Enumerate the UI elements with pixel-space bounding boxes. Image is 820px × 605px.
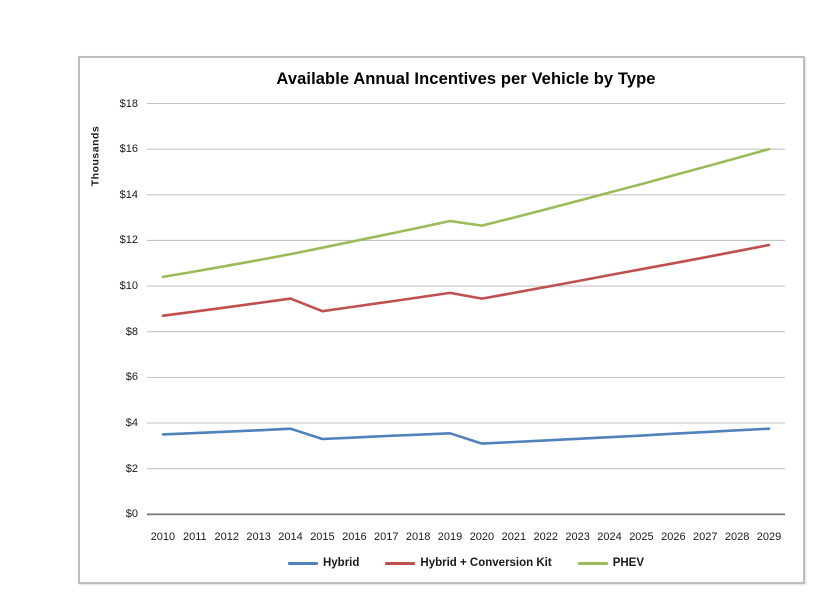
y-tick-label: $18 — [119, 97, 138, 110]
x-tick-label: 2028 — [724, 531, 750, 543]
x-tick-label: 2024 — [597, 531, 622, 543]
x-tick-label: 2012 — [214, 531, 239, 543]
x-tick-label: 2022 — [533, 531, 558, 543]
x-tick-label: 2023 — [565, 531, 590, 543]
y-tick-label: $14 — [119, 188, 138, 201]
x-tick-label: 2025 — [629, 531, 654, 543]
series-line-hybrid — [161, 427, 771, 445]
x-tick-label: 2010 — [150, 531, 176, 543]
legend-item-hybrid: Hybrid — [287, 557, 360, 569]
x-tick-label: 2021 — [501, 531, 527, 543]
legend: Hybrid Hybrid + Conversion Kit PHEV — [147, 557, 785, 569]
legend-swatch-hybrid — [287, 561, 318, 565]
chart-title: Available Annual Incentives per Vehicle … — [276, 70, 656, 88]
x-tick-label: 2018 — [405, 531, 431, 543]
y-tick-label: $4 — [125, 417, 138, 429]
chart-frame: Available Annual Incentives per Vehicle … — [78, 56, 805, 584]
series-line-phev — [161, 147, 771, 279]
legend-label: Hybrid — [322, 557, 360, 569]
x-tick-label: 2013 — [246, 531, 271, 543]
x-tick-label: 2029 — [756, 531, 782, 543]
x-tick-label: 2020 — [469, 531, 495, 543]
legend-label: Hybrid + Conversion Kit — [420, 557, 552, 569]
x-tick-label: 2011 — [183, 531, 207, 543]
series-line-hybrid-conversion-kit — [161, 243, 771, 318]
legend-swatch-phev — [577, 561, 608, 565]
y-tick-label: $12 — [119, 234, 138, 247]
x-tick-label: 2016 — [342, 531, 367, 543]
y-tick-label: $6 — [125, 371, 138, 384]
x-tick-label: 2017 — [374, 531, 399, 543]
plot-area — [147, 102, 785, 516]
legend-swatch-hybrid-conversion-kit — [385, 561, 416, 565]
y-tick-label: $10 — [119, 280, 138, 293]
y-tick-label: $8 — [125, 325, 138, 338]
y-tick-label: $0 — [125, 508, 138, 521]
x-tick-label: 2014 — [278, 531, 303, 543]
x-tick-label: 2027 — [693, 531, 718, 543]
y-tick-label: $16 — [119, 143, 138, 156]
legend-label: PHEV — [612, 557, 645, 569]
x-tick-label: 2015 — [310, 531, 335, 543]
legend-item-hybrid-conversion-kit: Hybrid + Conversion Kit — [385, 557, 552, 569]
x-tick-label: 2026 — [661, 531, 686, 543]
x-tick-label: 2019 — [437, 531, 463, 543]
legend-item-phev: PHEV — [577, 557, 645, 569]
y-tick-label: $2 — [125, 462, 138, 475]
